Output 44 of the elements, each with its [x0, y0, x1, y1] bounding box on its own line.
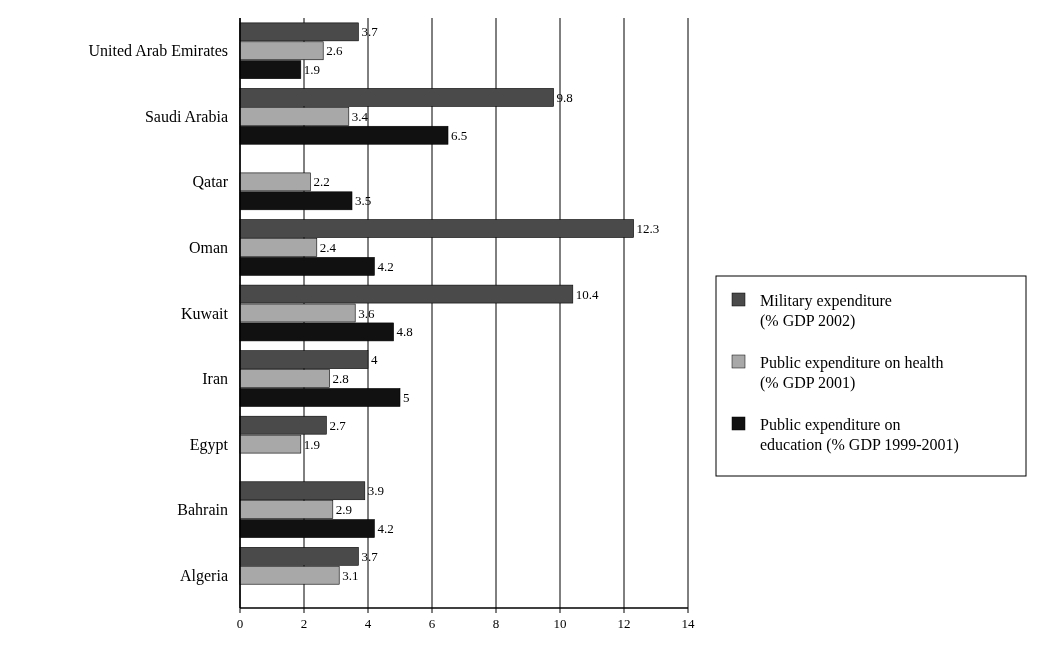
x-tick-label: 6 — [428, 616, 436, 631]
data-label: 5 — [403, 389, 410, 405]
x-tick-label: 10 — [553, 616, 567, 631]
data-label: 3.6 — [358, 305, 375, 321]
y-tick-label: Qatar — [192, 173, 229, 191]
data-label: 2.7 — [329, 417, 347, 433]
y-tick-label: Egypt — [189, 435, 229, 454]
data-label: 4.2 — [377, 521, 394, 537]
data-label: 2.4 — [319, 239, 337, 255]
data-label: 3.7 — [361, 24, 379, 40]
data-label: 1.9 — [303, 62, 321, 78]
y-tick-label: Bahrain — [177, 501, 228, 519]
data-label: 2.6 — [326, 43, 343, 59]
data-label: 4.2 — [377, 258, 394, 274]
y-tick-label: United Arab Emirates — [88, 42, 228, 60]
data-label: 3.1 — [342, 567, 359, 583]
data-label: 1.9 — [303, 436, 321, 452]
data-label: 12.3 — [636, 221, 660, 237]
legend-label: Public expenditure on health (% GDP 2001) — [760, 353, 944, 392]
y-tick-label: Saudi Arabia — [144, 107, 228, 125]
data-label: 3.9 — [367, 483, 385, 499]
x-tick-label: 4 — [364, 616, 372, 631]
data-label: 2.8 — [332, 371, 349, 387]
data-label: 3.7 — [361, 548, 379, 564]
y-tick-label: Iran — [202, 370, 228, 388]
data-label: 4 — [371, 352, 378, 368]
y-tick-label: Oman — [188, 238, 228, 256]
data-label: 10.4 — [575, 286, 600, 302]
data-label: 2.2 — [313, 174, 330, 190]
x-tick-label: 2 — [300, 616, 308, 631]
data-label: 4.8 — [396, 324, 413, 340]
x-tick-label: 0 — [236, 616, 244, 631]
legend-label: Public expenditure on education (% GDP 1999-2001) — [760, 415, 959, 454]
y-tick-label: Kuwait — [180, 304, 229, 322]
data-label: 6.5 — [451, 127, 468, 143]
x-tick-label: 14 — [681, 616, 695, 631]
legend-label: Military expenditure (% GDP 2002) — [760, 291, 892, 330]
data-label: 2.9 — [335, 502, 353, 518]
x-tick-label: 12 — [617, 616, 631, 631]
data-label: 3.5 — [355, 193, 372, 209]
data-label: 9.8 — [556, 89, 573, 105]
x-tick-label: 8 — [492, 616, 500, 631]
data-label: 3.4 — [351, 108, 369, 124]
y-tick-label: Algeria — [180, 566, 228, 585]
